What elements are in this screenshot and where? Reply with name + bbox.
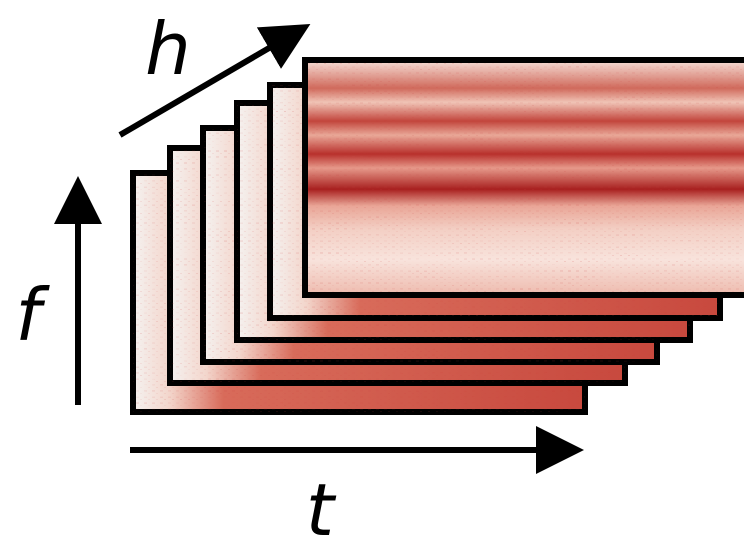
t-label: t (306, 468, 337, 546)
f-label: f (15, 273, 50, 357)
spectrogram-stack (133, 60, 744, 412)
h-label: h (145, 7, 191, 91)
diagram: h f t (0, 0, 744, 546)
frame (305, 60, 744, 295)
